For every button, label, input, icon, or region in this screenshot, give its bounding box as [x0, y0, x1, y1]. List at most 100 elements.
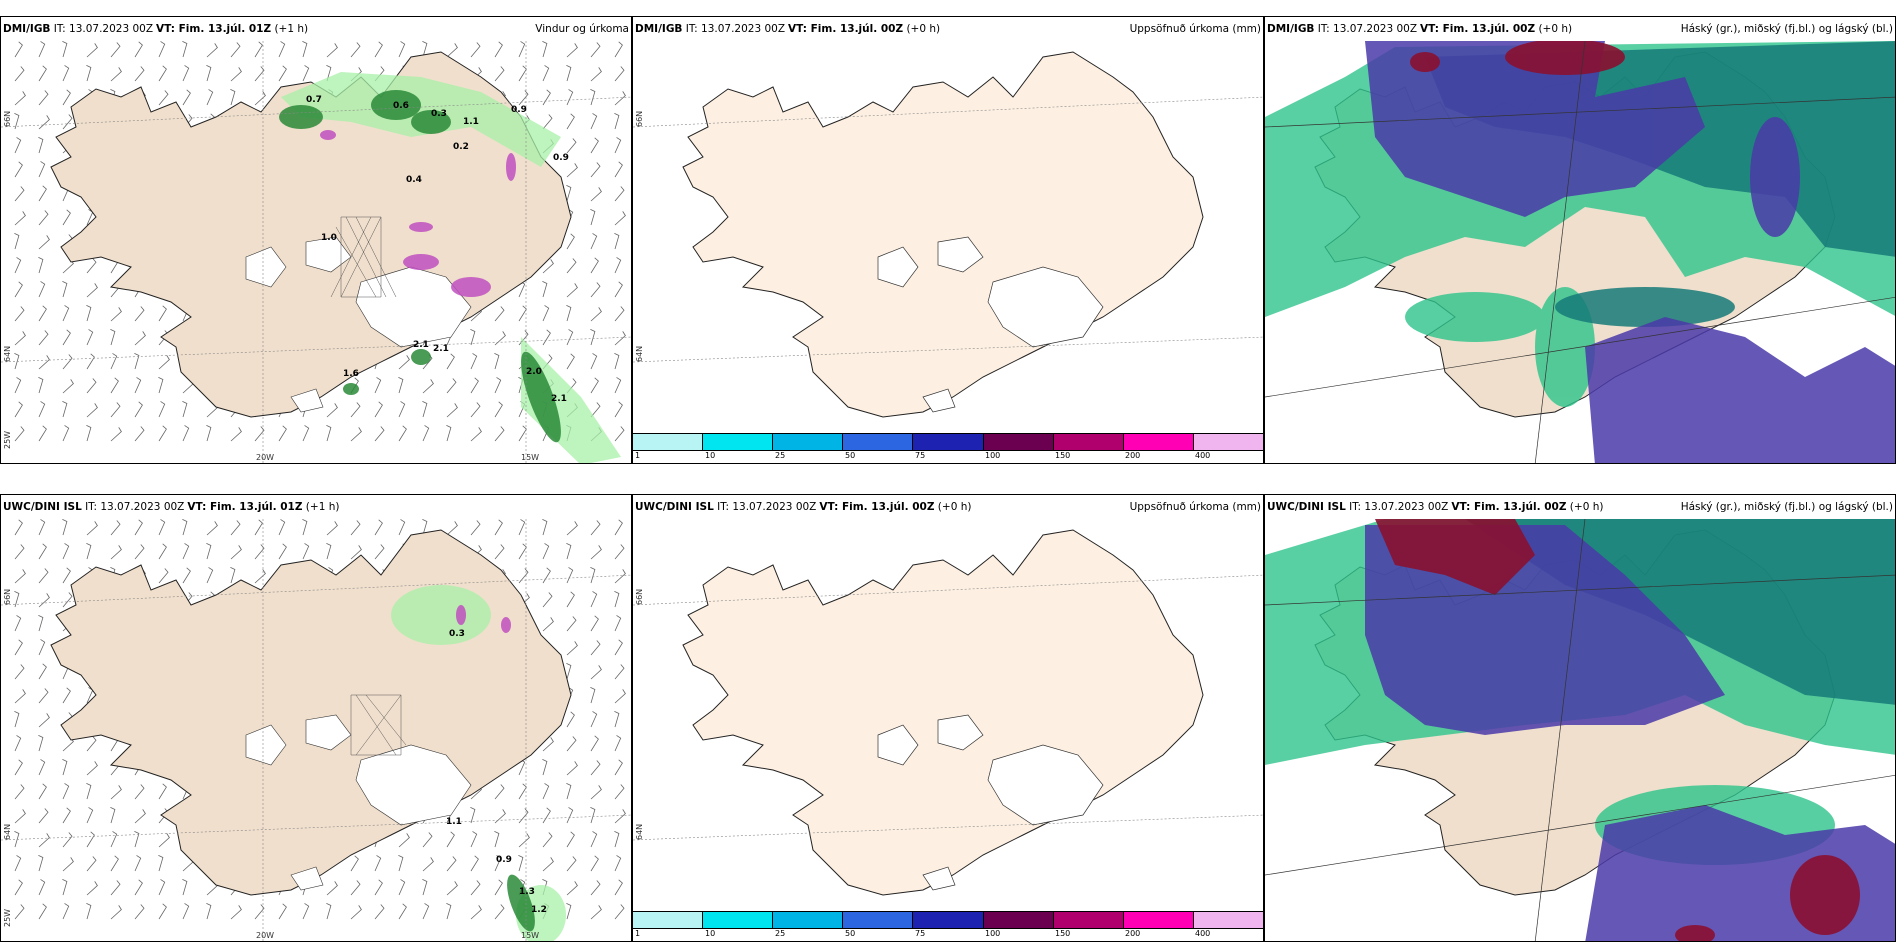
wind-barb — [134, 879, 143, 896]
wind-barb — [374, 377, 382, 394]
wind-barb — [614, 401, 623, 418]
wind-barb — [422, 903, 430, 920]
wind-barb — [590, 855, 599, 872]
wind-barb — [566, 543, 572, 560]
wind-barb — [374, 879, 383, 896]
wind-barb — [590, 209, 596, 226]
wind-barb — [182, 903, 190, 920]
wind-barb — [470, 377, 479, 394]
wind-barb — [14, 831, 20, 848]
wind-barb — [38, 615, 44, 632]
wind-barb — [590, 567, 596, 584]
wind-barb — [590, 402, 601, 418]
precip-green — [507, 874, 535, 932]
wind-barb — [62, 687, 71, 704]
wind-barb — [14, 426, 25, 442]
wind-barb — [86, 378, 97, 394]
valid-time: VT: Fim. 13.júl. 01Z — [187, 501, 303, 513]
lead-time: (+0 h) — [1569, 501, 1604, 513]
wind-barb — [566, 233, 575, 250]
panel-header: UWC/DINI ISL IT: 13.07.2023 00Z VT: Fim. … — [1, 495, 631, 519]
wind-barb — [302, 41, 308, 58]
wind-barb — [86, 305, 92, 322]
valid-time: VT: Fim. 13.júl. 01Z — [156, 23, 272, 35]
wind-barb — [614, 711, 620, 728]
wind-barb — [566, 881, 578, 896]
wind-barb — [518, 855, 524, 872]
wind-barb — [470, 855, 479, 872]
wind-barb — [278, 65, 287, 82]
wind-barb — [230, 567, 236, 584]
wind-barb — [494, 809, 506, 824]
colorbar-tick: 50 — [845, 451, 856, 460]
wind-barb — [494, 353, 500, 370]
graticule — [1, 511, 631, 941]
wind-barb — [14, 137, 22, 154]
wind-barb — [398, 855, 404, 872]
wind-barb — [518, 783, 527, 800]
wind-barb — [14, 41, 23, 58]
colorbar-tick: 10 — [705, 451, 716, 460]
wind-barb — [62, 832, 73, 848]
wind-barb — [182, 41, 188, 58]
wind-barb — [566, 89, 574, 106]
wind-barb — [254, 904, 265, 920]
wind-barb — [134, 353, 140, 370]
cloud-red — [1410, 39, 1625, 75]
wind-barb — [542, 41, 548, 58]
wind-barb — [62, 857, 74, 872]
precip-green — [279, 90, 561, 443]
precip-value: 0.3 — [449, 629, 465, 639]
wind-barb — [38, 543, 47, 560]
wind-barb — [590, 785, 602, 800]
wind-barb — [566, 903, 572, 920]
wind-barb — [518, 833, 530, 848]
wind-barb — [158, 783, 167, 800]
wind-barb — [590, 233, 598, 250]
wind-barb — [38, 425, 47, 442]
lat-label-66: 66N — [3, 110, 12, 127]
precip-value: 2.1 — [551, 394, 567, 404]
wind-barb — [614, 809, 626, 824]
wind-barb — [278, 519, 286, 536]
wind-barb — [86, 521, 98, 536]
lat-label-66: 66N — [635, 110, 644, 127]
precip-value: 0.2 — [453, 142, 469, 152]
panel-title: Uppsöfnuð úrkoma (mm) — [1129, 23, 1261, 35]
wind-barb — [566, 353, 575, 370]
wind-barb — [38, 115, 50, 130]
wind-barb — [254, 41, 263, 58]
wind-barb — [14, 113, 20, 130]
wind-barb — [566, 113, 575, 130]
wind-barb — [542, 783, 550, 800]
wind-barb — [86, 425, 92, 442]
wind-barb — [590, 807, 596, 824]
wind-barb — [326, 65, 332, 82]
wind-barb — [158, 355, 170, 370]
lon-label-20w: 20W — [256, 931, 275, 940]
wind-barb — [110, 807, 116, 824]
wind-barb — [62, 425, 70, 442]
wind-barb — [590, 282, 601, 298]
model-source: UWC/DINI ISL — [1267, 501, 1346, 513]
wind-barb — [566, 856, 577, 872]
wind-barb — [86, 761, 98, 776]
wind-barb — [614, 377, 622, 394]
wind-barb — [254, 91, 266, 106]
wind-barb — [614, 664, 625, 680]
wind-barb — [38, 185, 47, 202]
wind-barb — [134, 831, 140, 848]
wind-barb — [14, 377, 22, 394]
iceland-land — [682, 529, 1204, 896]
wind-barb — [374, 855, 382, 872]
wind-barb — [302, 425, 310, 442]
wind-barb — [614, 904, 625, 920]
wind-barb — [326, 543, 332, 560]
precip-magenta — [456, 605, 511, 633]
wind-barb — [206, 89, 214, 106]
wind-barb — [566, 329, 574, 346]
wind-barb — [110, 377, 119, 394]
colorbar-tick: 150 — [1055, 451, 1071, 460]
init-time: IT: 13.07.2023 00Z — [1349, 501, 1449, 513]
wind-barb — [14, 809, 26, 824]
